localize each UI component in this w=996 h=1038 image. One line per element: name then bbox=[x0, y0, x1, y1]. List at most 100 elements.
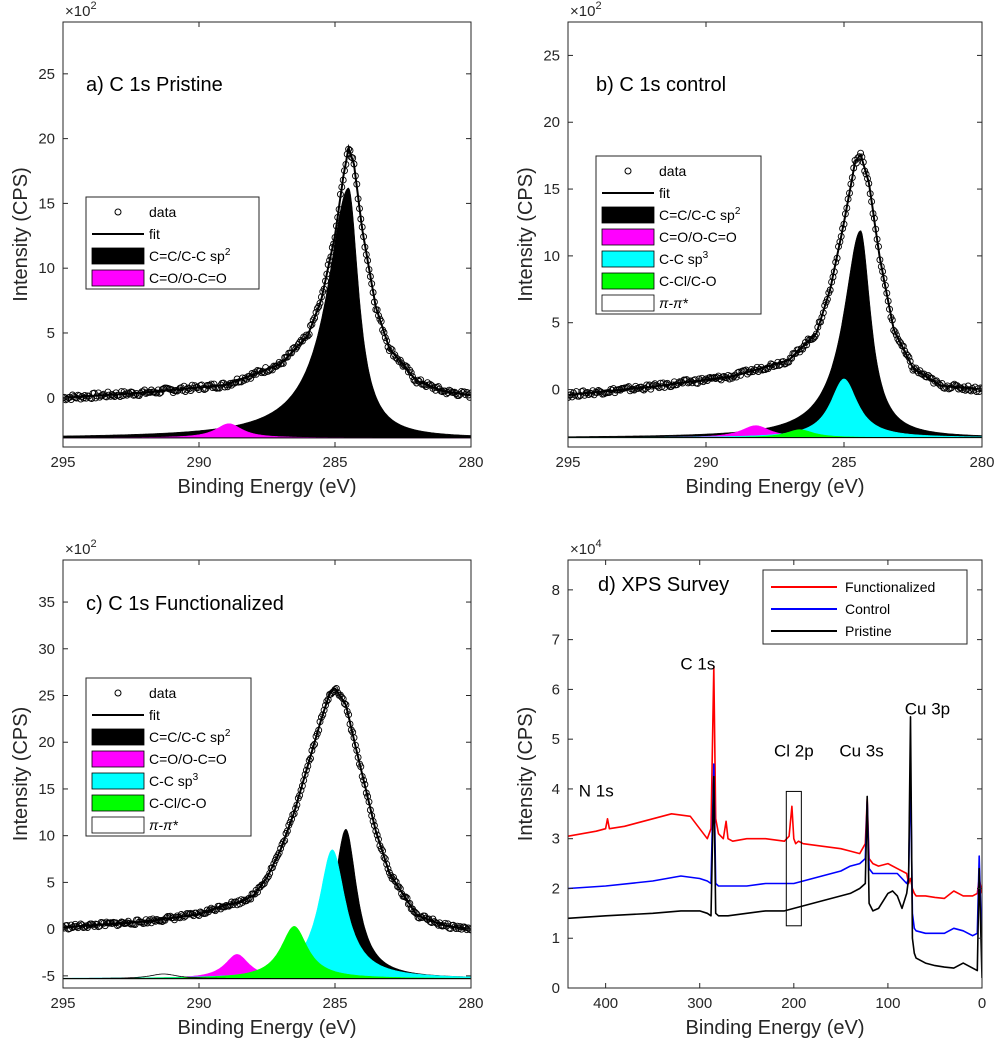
data-point bbox=[305, 330, 313, 338]
data-point bbox=[279, 838, 287, 846]
legend-label-text: C=C/C-C sp bbox=[149, 729, 225, 745]
data-point bbox=[312, 308, 320, 316]
data-point bbox=[357, 763, 365, 771]
y-multiplier: ×102 bbox=[65, 0, 97, 20]
plot-area bbox=[568, 149, 982, 439]
x-tick-label: 295 bbox=[50, 454, 75, 471]
data-point bbox=[640, 386, 648, 394]
legend-label-text: C-Cl/C-O bbox=[149, 795, 207, 811]
data-point bbox=[883, 289, 891, 297]
data-point bbox=[107, 919, 115, 927]
data-point bbox=[821, 302, 829, 310]
data-point bbox=[275, 849, 283, 857]
data-point bbox=[326, 256, 334, 264]
y-tick-label: 10 bbox=[38, 828, 55, 845]
legend-patch bbox=[91, 269, 145, 287]
data-point bbox=[277, 360, 285, 368]
data-point bbox=[852, 159, 860, 167]
data-point bbox=[846, 189, 853, 197]
axes-frame bbox=[62, 559, 472, 989]
data-point bbox=[172, 386, 180, 394]
x-tick-label: 290 bbox=[186, 454, 211, 471]
legend-label-text: π-π* bbox=[149, 817, 178, 833]
data-point bbox=[281, 837, 289, 845]
data-point bbox=[324, 696, 332, 703]
legend-label: C=O/O-C=O bbox=[659, 229, 737, 245]
plot-area bbox=[63, 685, 471, 980]
legend-label-sup: 3 bbox=[703, 250, 709, 261]
y-tick-label: 5 bbox=[552, 731, 560, 748]
data-point bbox=[868, 198, 876, 206]
y-multiplier: ×102 bbox=[65, 538, 97, 558]
legend-label-text: data bbox=[659, 163, 686, 179]
legend-patch bbox=[91, 750, 145, 768]
panel-title: a) C 1s Pristine bbox=[86, 74, 223, 96]
series-pristine bbox=[568, 716, 982, 979]
data-point bbox=[358, 223, 366, 231]
data-point bbox=[334, 213, 342, 221]
axes-frame bbox=[567, 559, 983, 989]
legend-label: C=C/C-C sp2 bbox=[659, 206, 741, 223]
x-axis-label: Binding Energy (eV) bbox=[178, 1017, 357, 1038]
data-point bbox=[332, 685, 340, 692]
y-tick-label: 1 bbox=[552, 930, 560, 947]
data-point bbox=[347, 153, 355, 161]
x-tick-label: 285 bbox=[831, 454, 856, 471]
data-point bbox=[451, 923, 459, 931]
legend-label: fit bbox=[149, 707, 160, 723]
data-point bbox=[387, 345, 395, 353]
data-point bbox=[467, 926, 471, 934]
series-functionalized bbox=[568, 666, 982, 900]
data-point bbox=[342, 701, 350, 709]
data-point bbox=[372, 827, 380, 835]
data-point bbox=[351, 741, 359, 749]
data-point bbox=[585, 391, 593, 398]
data-point bbox=[315, 303, 323, 310]
data-point bbox=[361, 243, 369, 251]
y-multiplier: ×104 bbox=[570, 538, 602, 558]
data-point bbox=[226, 379, 234, 387]
data-point bbox=[369, 289, 377, 296]
x-tick-label: 280 bbox=[458, 454, 483, 471]
data-point bbox=[338, 183, 346, 191]
y-tick-label: 0 bbox=[47, 921, 55, 938]
data-point bbox=[292, 804, 300, 812]
data-point bbox=[366, 273, 374, 280]
y-multiplier-exp: 2 bbox=[90, 0, 96, 12]
legend-label-sup: 2 bbox=[225, 247, 231, 258]
data-point bbox=[293, 801, 301, 809]
data-point bbox=[369, 817, 377, 825]
data-point bbox=[799, 345, 807, 353]
data-point bbox=[268, 864, 276, 872]
y-tick-label: 6 bbox=[552, 681, 560, 698]
x-tick-label: 280 bbox=[969, 454, 994, 471]
y-tick-label: 4 bbox=[552, 781, 560, 798]
data-point bbox=[817, 318, 824, 326]
legend-patch bbox=[91, 247, 145, 265]
peak-annotation: N 1s bbox=[579, 781, 614, 800]
data-point bbox=[768, 361, 776, 369]
data-point bbox=[395, 883, 403, 891]
data-point bbox=[826, 286, 834, 294]
x-tick-label: 285 bbox=[322, 454, 347, 471]
data-point bbox=[81, 923, 89, 931]
legend-patch bbox=[91, 794, 145, 812]
data-point bbox=[830, 268, 838, 276]
legend-patch bbox=[601, 294, 655, 312]
y-tick-label: 0 bbox=[552, 382, 560, 399]
data-point bbox=[869, 210, 877, 218]
y-tick-label: 5 bbox=[552, 315, 560, 332]
data-point bbox=[884, 297, 892, 305]
legend-label-text: fit bbox=[149, 707, 160, 723]
y-tick-label: 25 bbox=[38, 66, 55, 83]
legend-label-sup: 3 bbox=[193, 772, 199, 783]
data-point bbox=[320, 706, 328, 714]
data-point bbox=[353, 746, 361, 754]
legend-label-text: C-C sp bbox=[149, 773, 193, 789]
data-point bbox=[341, 700, 348, 708]
data-point bbox=[330, 240, 338, 248]
data-point bbox=[886, 305, 893, 313]
data-point bbox=[343, 707, 351, 715]
